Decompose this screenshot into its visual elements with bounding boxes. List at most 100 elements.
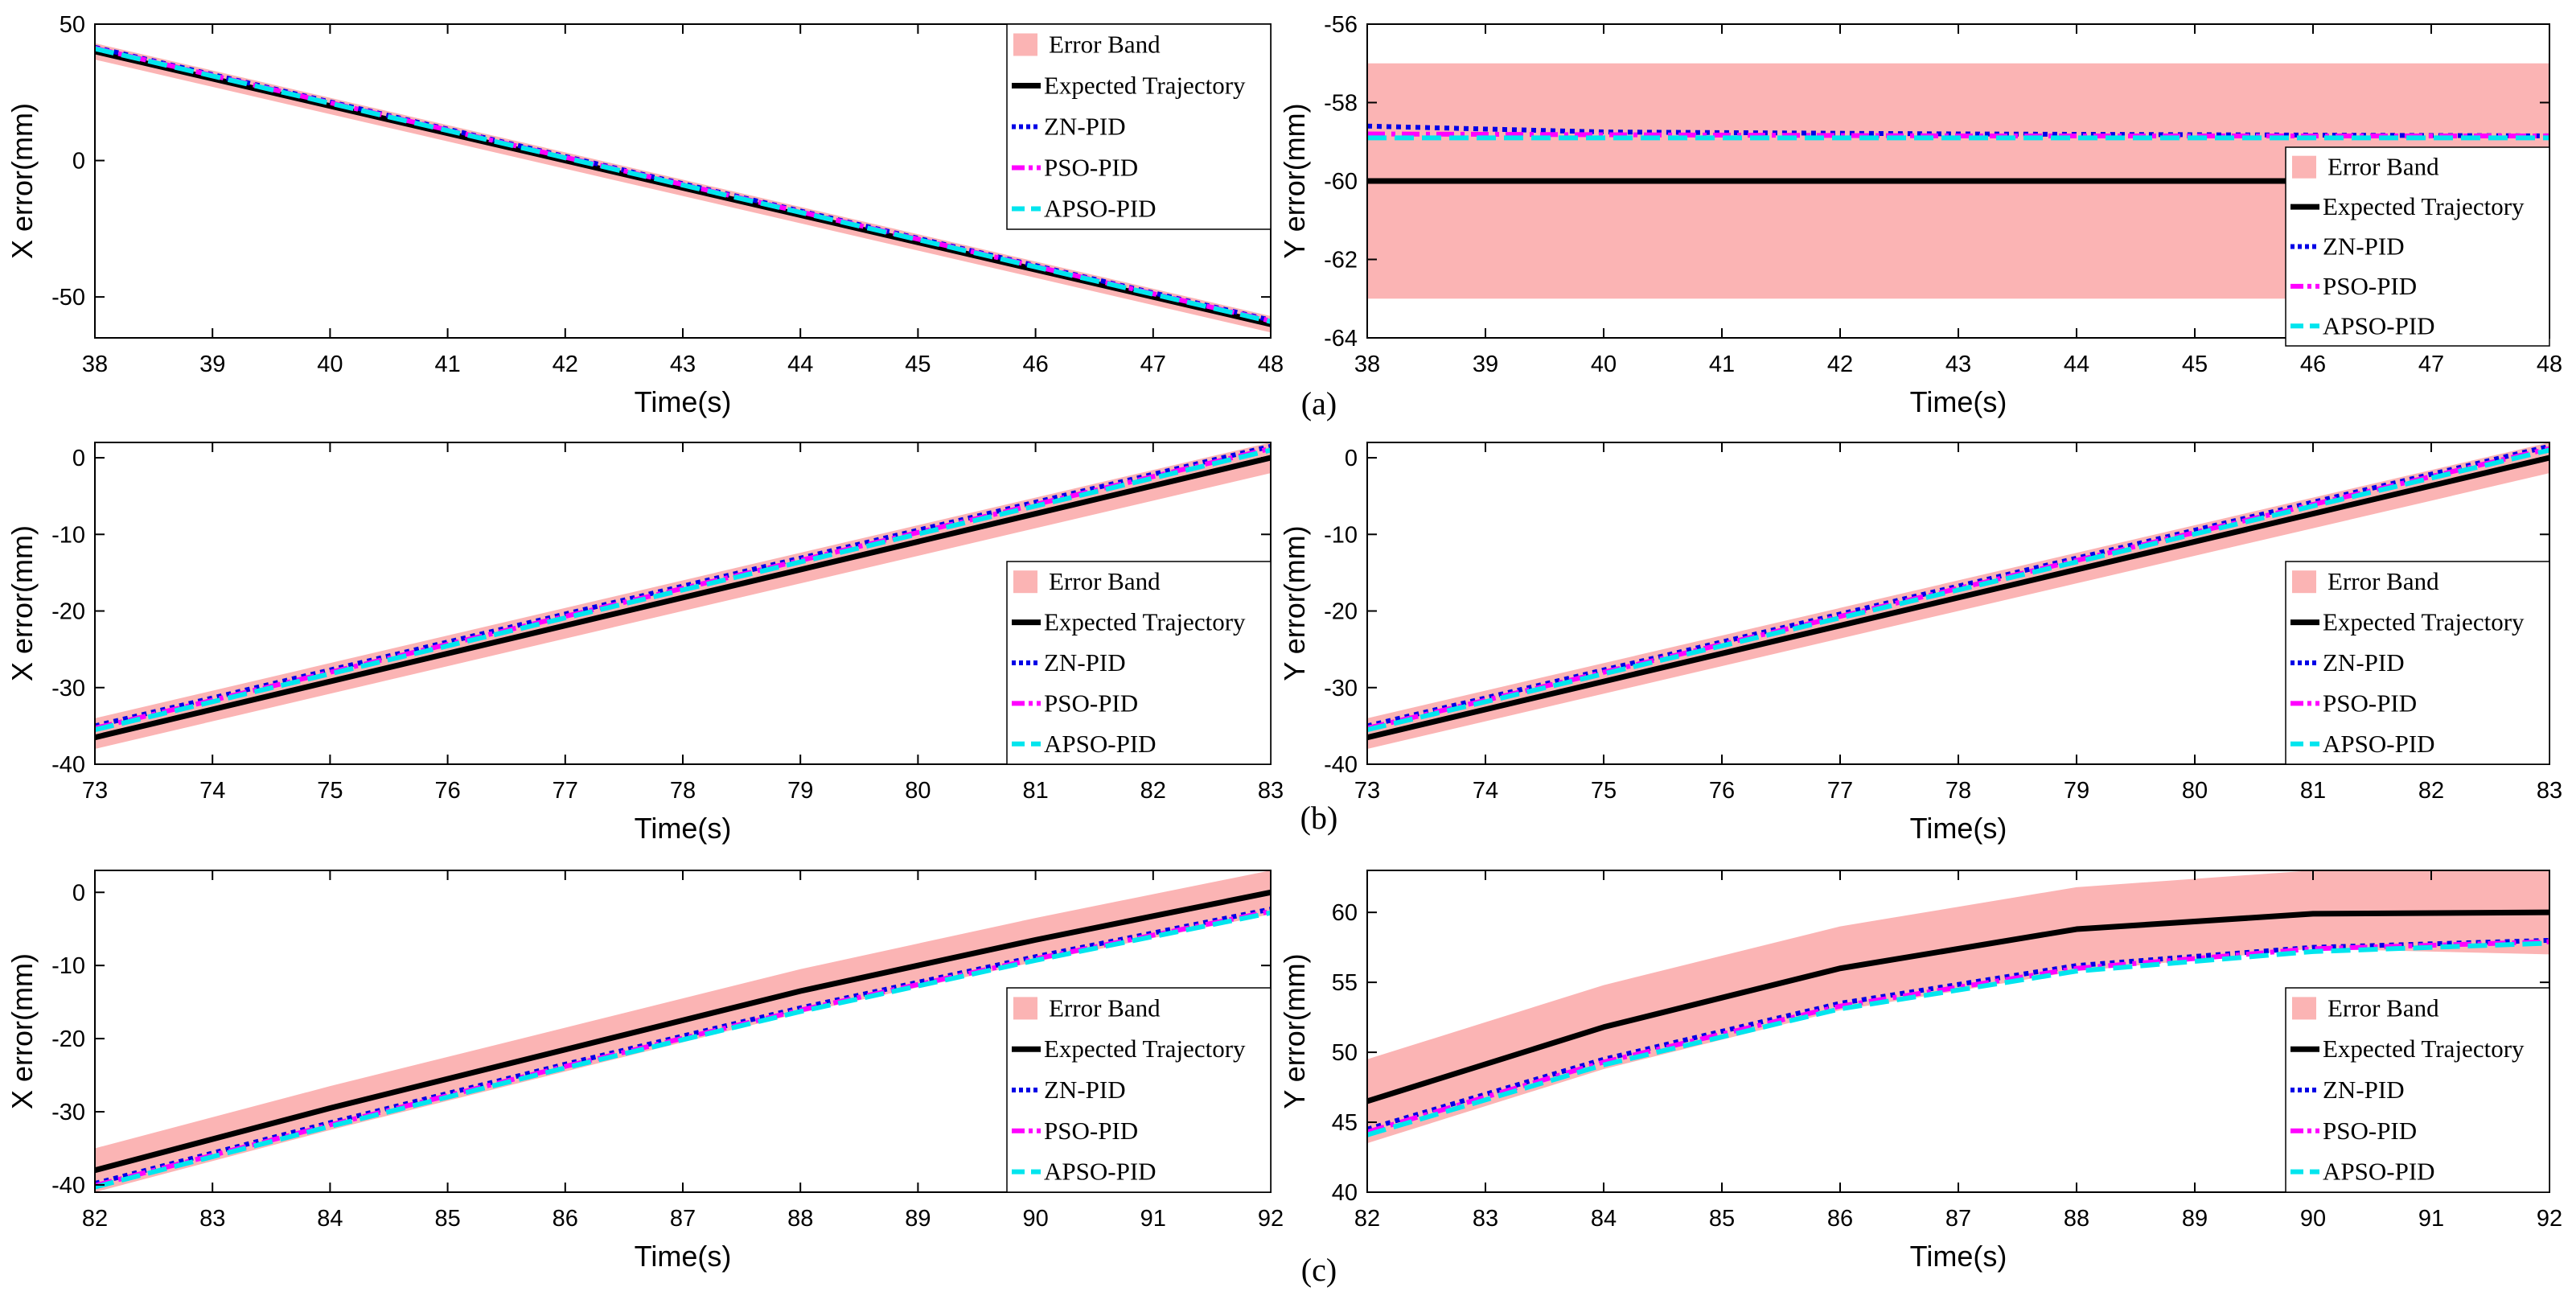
x-tick-label: 83 (199, 1206, 225, 1232)
y-tick-label: -10 (51, 522, 85, 548)
y-tick-label: -50 (51, 285, 85, 311)
y-tick-label: -20 (51, 1026, 85, 1052)
legend: Error Band Expected Trajectory ZN-PID PSO-P… (2285, 561, 2550, 765)
x-tick-label: 87 (670, 1206, 696, 1232)
legend-label-pso-pid: PSO-PID (1044, 689, 1138, 717)
legend-box (2285, 561, 2550, 765)
legend-label-apso-pid: APSO-PID (1044, 730, 1157, 758)
x-tick-label: 47 (1140, 352, 1166, 377)
x-tick-label: 84 (1591, 1206, 1617, 1232)
x-tick-label: 39 (199, 352, 225, 377)
error-band (1367, 870, 2549, 1144)
x-tick-label: 86 (553, 1206, 578, 1232)
legend-box (1006, 561, 1272, 765)
y-tick-label: 55 (1332, 970, 1358, 996)
x-tick-label: 41 (1709, 352, 1735, 377)
legend-box (1006, 23, 1272, 230)
x-tick-label: 83 (1258, 778, 1284, 804)
legend-swatch-error-band (1013, 570, 1037, 594)
y-axis-title: X error(mm) (6, 525, 39, 681)
series-line-pso-pid (95, 908, 1271, 1188)
y-tick-label: -64 (1324, 326, 1358, 352)
x-tick-label: 90 (1022, 1206, 1048, 1232)
y-axis-title: X error(mm) (6, 103, 39, 259)
legend-swatch-error-band (2292, 155, 2316, 179)
x-tick-label: 82 (82, 1206, 108, 1232)
x-tick-label: 48 (2537, 352, 2562, 377)
x-tick-label: 41 (434, 352, 460, 377)
series-line-apso-pid (95, 447, 1271, 733)
x-tick-label: 77 (1827, 778, 1853, 804)
legend-label-expected-trajectory: Expected Trajectory (2323, 1035, 2525, 1063)
x-tick-label: 74 (1473, 778, 1498, 804)
y-tick-label: -30 (1324, 676, 1358, 701)
x-axis-title: Time(s) (635, 1240, 732, 1273)
legend-box (2285, 146, 2550, 347)
y-tick-label: -10 (51, 953, 85, 979)
legend-label-error-band: Error Band (2327, 567, 2439, 595)
y-tick-label: 40 (1332, 1180, 1358, 1206)
series-line-expected-trajectory (1367, 909, 2549, 1104)
x-tick-label: 86 (1827, 1206, 1853, 1232)
x-tick-label: 78 (670, 778, 696, 804)
x-tick-label: 40 (317, 352, 343, 377)
chart-b-x: 73 74 75 76 77 78 79 80 81 82 83 -40 -30 -20 -10 0 Time(… (6, 442, 1284, 845)
x-tick-label: 73 (1354, 778, 1380, 804)
series-line-expected-trajectory (95, 889, 1271, 1174)
x-tick-label: 46 (2300, 352, 2326, 377)
y-tick-label: -60 (1324, 169, 1358, 195)
x-tick-label: 77 (553, 778, 578, 804)
y-tick-label: -58 (1324, 91, 1358, 117)
y-tick-label: -30 (51, 676, 85, 701)
x-tick-label: 45 (905, 352, 931, 377)
y-tick-label: -20 (1324, 599, 1358, 625)
panel-label--c-: (c) (1301, 1252, 1337, 1288)
y-tick-label: -30 (51, 1100, 85, 1125)
legend-swatch-error-band (2292, 997, 2316, 1020)
x-tick-label: 43 (1945, 352, 1971, 377)
x-axis-title: Time(s) (1910, 1240, 2007, 1273)
x-tick-label: 82 (1354, 1206, 1380, 1232)
x-tick-label: 81 (1022, 778, 1048, 804)
x-tick-label: 73 (82, 778, 108, 804)
x-axis-title: Time(s) (635, 812, 732, 845)
legend-label-zn-pid: ZN-PID (1044, 648, 1126, 677)
x-tick-label: 75 (317, 778, 343, 804)
legend-box (1006, 987, 1272, 1193)
legend-label-apso-pid: APSO-PID (2323, 311, 2435, 339)
series-line-apso-pid (95, 910, 1271, 1190)
x-tick-label: 82 (2418, 778, 2444, 804)
x-tick-label: 80 (2182, 778, 2208, 804)
x-tick-label: 83 (1473, 1206, 1498, 1232)
x-tick-label: 39 (1473, 352, 1498, 377)
x-tick-label: 43 (670, 352, 696, 377)
x-tick-label: 81 (2300, 778, 2326, 804)
x-tick-label: 92 (2537, 1206, 2562, 1232)
legend-label-apso-pid: APSO-PID (1044, 195, 1157, 223)
x-tick-label: 42 (1827, 352, 1853, 377)
x-tick-label: 87 (1945, 1206, 1971, 1232)
x-tick-label: 80 (905, 778, 931, 804)
legend-swatch-error-band (2292, 570, 2316, 594)
y-tick-label: 0 (72, 446, 85, 471)
legend-label-expected-trajectory: Expected Trajectory (1044, 72, 1246, 100)
chart-a-x: 38 39 40 41 42 43 44 45 46 47 48 -50 0 50 Time(s) X err… (6, 12, 1284, 418)
panel-label--a-: (a) (1301, 385, 1337, 422)
legend-label-pso-pid: PSO-PID (2323, 272, 2417, 300)
y-axis-title: Y error(mm) (1278, 525, 1311, 681)
x-tick-label: 90 (2300, 1206, 2326, 1232)
x-tick-label: 42 (553, 352, 578, 377)
x-tick-label: 83 (2537, 778, 2562, 804)
x-tick-label: 75 (1591, 778, 1617, 804)
legend: Error Band Expected Trajectory ZN-PID PSO-P… (2285, 146, 2550, 347)
legend: Error Band Expected Trajectory ZN-PID PSO-P… (1006, 23, 1272, 230)
x-tick-label: 38 (82, 352, 108, 377)
legend-label-pso-pid: PSO-PID (2323, 1117, 2417, 1145)
legend-label-pso-pid: PSO-PID (2323, 689, 2417, 717)
y-tick-label: 60 (1332, 900, 1358, 926)
chart-c-y: 82 83 84 85 86 87 88 89 90 91 92 40 45 50 55 60 Time(s) Y… (1278, 870, 2562, 1273)
chart-a-y: 38 39 40 41 42 43 44 45 46 47 48 -64 -62 -60 -58 -56 Tim… (1278, 12, 2562, 418)
series-line-expected-trajectory (95, 455, 1271, 741)
x-tick-label: 40 (1591, 352, 1617, 377)
x-tick-label: 79 (787, 778, 813, 804)
